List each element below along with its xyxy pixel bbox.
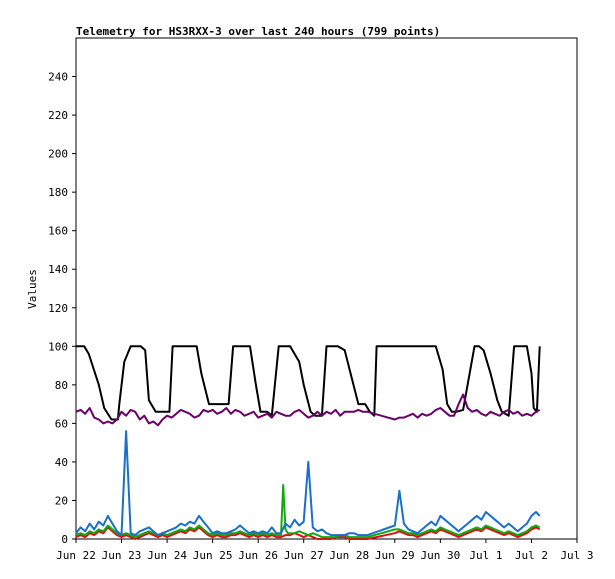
series-line [75,393,541,427]
series-line [75,484,541,539]
series-line [76,345,541,421]
x-tick-label: Jun 26 [238,549,278,562]
chart-title: Telemetry for HS3RXX-3 over last 240 hou… [76,25,440,38]
y-tick-label: 120 [48,302,68,315]
x-tick-label: Jul 3 [560,549,593,562]
y-tick-label: 180 [48,186,68,199]
y-tick-label: 0 [61,533,68,546]
y-tick-label: 80 [55,379,68,392]
x-tick-label: Jun 28 [329,549,369,562]
series-line [75,526,541,540]
y-tick-label: 40 [55,456,68,469]
y-tick-label: 160 [48,225,68,238]
x-tick-label: Jun 29 [375,549,415,562]
y-tick-label: 20 [55,494,68,507]
series-line [75,430,541,537]
x-tick-label: Jun 27 [284,549,324,562]
y-tick-label: 60 [55,417,68,430]
y-tick-label: 140 [48,263,68,276]
y-tick-label: 200 [48,148,68,161]
y-tick-label: 240 [48,71,68,84]
y-axis: 0 20 40 60 80 100 120 140 160 180 200 220 240 [48,71,76,546]
series-layer [75,345,541,540]
y-tick-label: 100 [48,340,68,353]
x-tick-label: Jul 2 [515,549,548,562]
x-tick-label: Jun 22 [56,549,96,562]
x-tick-label: Jul 1 [469,549,502,562]
y-axis-label: Values [26,269,39,309]
x-tick-label: Jun 25 [193,549,233,562]
y-tick-label: 220 [48,109,68,122]
x-axis: Jun 22 Jun 23 Jun 24 Jun 25 Jun 26 Jun 27 Jun … [56,539,594,562]
x-tick-label: Jun 23 [102,549,142,562]
plot-frame [75,37,578,540]
x-tick-label: Jun 24 [147,549,187,562]
x-tick-label: Jun 30 [420,549,460,562]
